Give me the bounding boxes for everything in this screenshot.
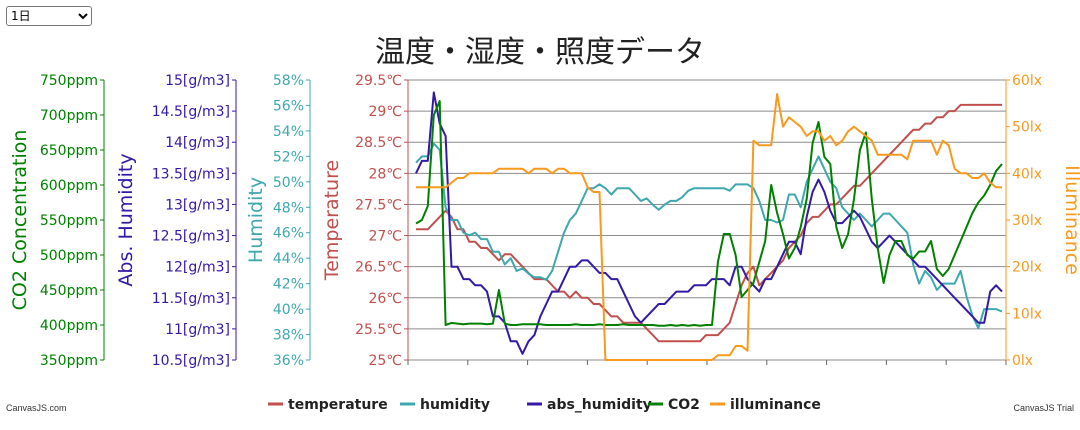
tick-label: 11.5[g/m3] bbox=[152, 291, 230, 307]
tick-label: 30lx bbox=[1012, 213, 1042, 229]
tick-label: 13[g/m3] bbox=[165, 197, 230, 213]
tick-label: 500ppm bbox=[40, 248, 98, 264]
tick-label: 52% bbox=[273, 149, 304, 165]
series-temperature bbox=[416, 103, 1002, 343]
tick-label: 40lx bbox=[1012, 166, 1042, 182]
tick-label: 25.5℃ bbox=[355, 322, 402, 338]
legend-label: CO2 bbox=[668, 397, 700, 413]
tick-label: 26.5℃ bbox=[355, 260, 402, 276]
tick-label: 700ppm bbox=[40, 108, 98, 124]
tick-label: 20lx bbox=[1012, 260, 1042, 276]
tick-label: 36% bbox=[273, 353, 304, 369]
legend-item-illuminance[interactable]: illuminance bbox=[710, 397, 821, 413]
tick-label: 50lx bbox=[1012, 120, 1042, 136]
tick-label: 26℃ bbox=[368, 291, 402, 307]
tick-label: 40% bbox=[273, 302, 304, 318]
credit-right: CanvasJS Trial bbox=[1013, 403, 1074, 413]
series-humidity bbox=[415, 142, 1003, 330]
axis-illuminance: 60lx 50lx 40lx 30lx 20lx 10lx 0lx Illuminance bbox=[1005, 73, 1080, 369]
axis-co2: 750ppm 700ppm 650ppm 600ppm 550ppm 500ppm 450p… bbox=[9, 73, 105, 369]
tick-label: 46% bbox=[273, 226, 304, 242]
tick-label: 15[g/m3] bbox=[165, 73, 230, 89]
grid-lines bbox=[407, 79, 1007, 365]
tick-label: 400ppm bbox=[40, 318, 98, 334]
tick-label: 600ppm bbox=[40, 178, 98, 194]
tick-label: 14.5[g/m3] bbox=[152, 104, 230, 120]
tick-label: 28.5℃ bbox=[355, 135, 402, 151]
axis-title: Temperature bbox=[321, 160, 343, 281]
axis-abs_humidity: 15[g/m3] 14.5[g/m3] 14[g/m3] 13.5[g/m3] 13[g… bbox=[115, 73, 237, 369]
tick-label: 350ppm bbox=[40, 353, 98, 369]
axis-humidity: 58% 56% 54% 52% 50% 48% 46% 44% 42% 40% 38% 36% Humi… bbox=[245, 73, 311, 369]
axis-temperature: 29.5℃ 29℃ 28.5℃ 28℃ 27.5℃ 27℃ 26.5℃ 26℃ 25.5℃ 25℃… bbox=[321, 73, 409, 369]
tick-label: 50% bbox=[273, 175, 304, 191]
legend-item-humidity[interactable]: humidity bbox=[400, 397, 490, 413]
legend-item-abs-humidity[interactable]: abs_humidity bbox=[527, 397, 652, 413]
series-abs-humidity bbox=[415, 91, 1003, 355]
tick-label: 56% bbox=[273, 98, 304, 114]
legend-item-co2[interactable]: CO2 bbox=[648, 397, 700, 413]
tick-label: 44% bbox=[273, 251, 304, 267]
axis-title: Humidity bbox=[245, 177, 267, 263]
tick-label: 13.5[g/m3] bbox=[152, 166, 230, 182]
tick-label: 28℃ bbox=[368, 166, 402, 182]
tick-label: 14[g/m3] bbox=[165, 135, 230, 151]
tick-label: 29.5℃ bbox=[355, 73, 402, 89]
legend-label: temperature bbox=[288, 397, 388, 413]
tick-label: 550ppm bbox=[40, 213, 98, 229]
legend[interactable]: temperature humidity abs_humidity CO2 illumi… bbox=[268, 397, 821, 413]
tick-label: 54% bbox=[273, 124, 304, 140]
tick-label: 42% bbox=[273, 277, 304, 293]
series-lines bbox=[415, 91, 1003, 361]
series-co2 bbox=[415, 100, 1003, 327]
tick-label: 12[g/m3] bbox=[165, 260, 230, 276]
axes: 750ppm 700ppm 650ppm 600ppm 550ppm 500ppm 450p… bbox=[9, 73, 1080, 369]
tick-label: 48% bbox=[273, 200, 304, 216]
axis-title: Abs. Humidity bbox=[115, 153, 137, 286]
tick-label: 10lx bbox=[1012, 306, 1042, 322]
tick-label: 11[g/m3] bbox=[165, 322, 230, 338]
legend-label: humidity bbox=[420, 397, 490, 413]
tick-label: 12.5[g/m3] bbox=[152, 229, 230, 245]
tick-label: 38% bbox=[273, 328, 304, 344]
tick-label: 650ppm bbox=[40, 143, 98, 159]
tick-label: 27℃ bbox=[368, 229, 402, 245]
tick-label: 450ppm bbox=[40, 283, 98, 299]
credit-left[interactable]: CanvasJS.com bbox=[6, 403, 67, 413]
axis-title: Illuminance bbox=[1061, 165, 1080, 275]
tick-label: 750ppm bbox=[40, 73, 98, 89]
tick-label: 60lx bbox=[1012, 73, 1042, 89]
tick-label: 29℃ bbox=[368, 104, 402, 120]
axis-title: CO2 Concentration bbox=[9, 130, 31, 311]
legend-item-temperature[interactable]: temperature bbox=[268, 397, 388, 413]
tick-label: 27.5℃ bbox=[355, 197, 402, 213]
tick-label: 25℃ bbox=[368, 353, 402, 369]
chart-title: 温度・湿度・照度データ bbox=[375, 35, 705, 70]
series-illuminance bbox=[416, 93, 1002, 361]
tick-label: 10.5[g/m3] bbox=[152, 353, 230, 369]
legend-label: abs_humidity bbox=[547, 397, 652, 413]
range-select[interactable]: 1日 bbox=[6, 6, 92, 26]
legend-label: illuminance bbox=[730, 397, 821, 413]
tick-label: 58% bbox=[273, 73, 304, 89]
tick-label: 0lx bbox=[1012, 353, 1033, 369]
